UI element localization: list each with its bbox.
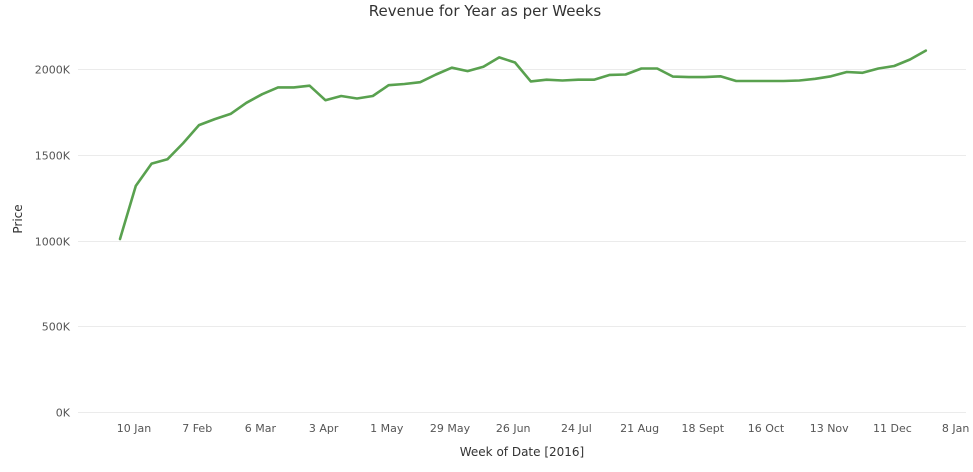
y-tick-label: 1000K — [35, 236, 71, 249]
x-tick-label: 26 Jun — [496, 422, 531, 435]
x-tick-label: 29 May — [430, 422, 471, 435]
y-tick-label: 500K — [42, 321, 71, 334]
x-tick-label: 1 May — [370, 422, 404, 435]
x-tick-label: 8 Jan — [942, 422, 969, 435]
x-tick-label: 7 Feb — [182, 422, 212, 435]
x-tick-label: 18 Sept — [682, 422, 725, 435]
y-tick-label: 2000K — [35, 64, 71, 77]
x-tick-label: 24 Jul — [561, 422, 592, 435]
x-tick-label: 11 Dec — [873, 422, 912, 435]
y-axis-ticks: 0K 500K 1000K 1500K 2000K — [35, 64, 71, 420]
x-axis-ticks: 10 Jan 7 Feb 6 Mar 3 Apr 1 May 29 May 26 Jun 24… — [117, 422, 970, 435]
series-layer — [118, 49, 928, 241]
chart-title: Revenue for Year as per Weeks — [369, 2, 602, 20]
y-tick-label: 1500K — [35, 150, 71, 163]
x-tick-label: 21 Aug — [620, 422, 659, 435]
y-tick-label: 0K — [56, 407, 71, 420]
x-tick-label: 10 Jan — [117, 422, 151, 435]
x-axis-title: Week of Date [2016] — [460, 445, 584, 459]
x-tick-label: 6 Mar — [245, 422, 277, 435]
y-axis-title: Price — [11, 204, 25, 233]
x-tick-label: 16 Oct — [748, 422, 785, 435]
revenue-series-line — [118, 49, 928, 241]
x-tick-label: 3 Apr — [309, 422, 339, 435]
x-tick-label: 13 Nov — [810, 422, 849, 435]
